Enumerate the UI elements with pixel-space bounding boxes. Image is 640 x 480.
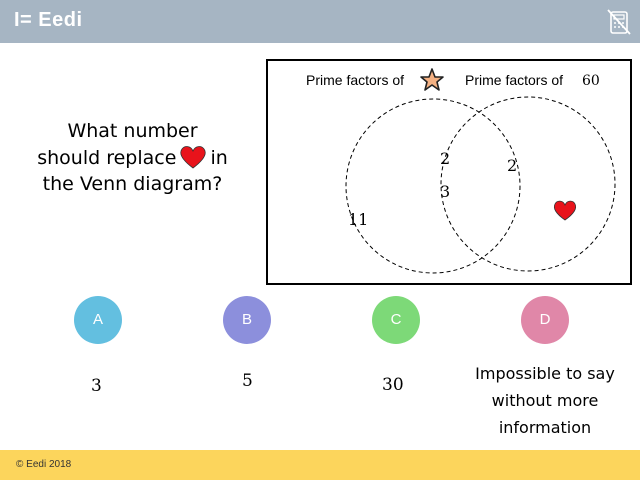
answer-a-text: 3 [91, 376, 102, 396]
question-line-2-end: in [210, 147, 228, 169]
calculator-disabled-icon [607, 9, 631, 35]
left-only-value: 11 [348, 210, 368, 229]
answer-d-line: without more [491, 391, 599, 410]
question-line-2: should replace in [30, 144, 235, 171]
header-bar: I= Eedi [0, 0, 640, 43]
right-set-circle [440, 96, 616, 272]
intersection-value: 3 [440, 182, 450, 201]
star-icon [420, 68, 444, 91]
question-text: What number should replace in the Venn di… [30, 118, 235, 197]
answer-a-button[interactable]: A [74, 296, 122, 344]
question-line-1: What number [67, 120, 198, 142]
copyright-text: © Eedi 2018 [16, 459, 72, 470]
venn-frame [266, 59, 632, 285]
right-only-value: 2 [507, 156, 517, 175]
left-set-circle [345, 98, 521, 274]
question-line-3: the Venn diagram? [42, 173, 223, 195]
answer-c-text: 30 [382, 375, 404, 395]
answer-b-text: 5 [242, 371, 253, 391]
question-line-2-start: should replace [37, 147, 177, 169]
answer-b-button[interactable]: B [223, 296, 271, 344]
eedi-logo: I= Eedi [14, 9, 83, 31]
footer-bar: © Eedi 2018 [0, 450, 640, 480]
heart-icon [180, 146, 207, 169]
heart-icon [553, 200, 577, 221]
answer-d-line: information [498, 418, 592, 437]
right-set-number: 60 [582, 73, 600, 89]
venn-diagram: Prime factors of Prime factors of 60 11 … [266, 59, 632, 285]
answer-d-button[interactable]: D [521, 296, 569, 344]
answer-d-text: Impossible to say without more informati… [470, 360, 620, 441]
left-set-label: Prime factors of [306, 72, 404, 88]
right-set-label: Prime factors of [465, 72, 563, 88]
intersection-value: 2 [440, 149, 450, 168]
answer-d-line: Impossible to say [475, 364, 615, 383]
answer-c-button[interactable]: C [372, 296, 420, 344]
